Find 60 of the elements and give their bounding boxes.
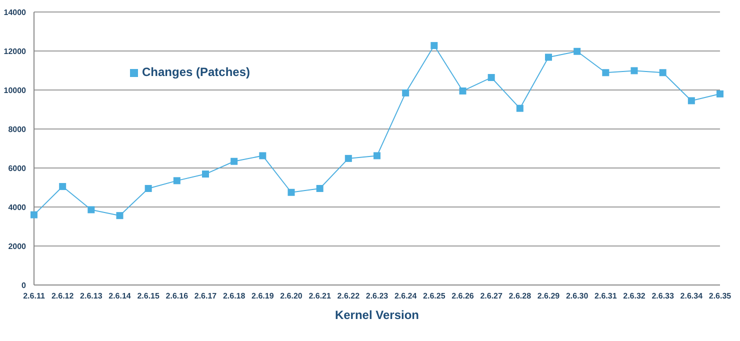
x-tick-label: 2.6.16 [166,292,189,301]
point [30,211,38,218]
x-tick-label: 2.6.32 [623,292,646,301]
x-axis-title: Kernel Version [334,308,420,322]
x-tick-label: 2.6.23 [366,292,389,301]
point [574,48,581,55]
point [59,183,66,190]
legend-label: Changes (Patches) [142,65,250,79]
x-tick-label: 2.6.11 [23,292,46,301]
point [202,170,209,178]
point [430,42,438,50]
point [630,67,638,74]
x-tick-label: 2.6.21 [308,292,332,301]
point [344,154,352,162]
point [173,177,180,184]
y-tick-label: 14000 [4,8,27,17]
x-tick-label: 2.6.24 [394,292,418,301]
y-tick-label: 0 [22,280,27,290]
point [316,184,324,192]
point [288,188,295,196]
x-tick-label: 2.6.20 [280,292,303,301]
point [488,74,495,82]
x-tick-label: 2.6.30 [566,292,589,301]
y-tick-label: 4000 [8,202,27,212]
point [374,152,380,160]
x-tick-label: 2.6.12 [51,292,74,301]
x-tick-label: 2.6.27 [480,292,503,301]
point [688,97,695,104]
x-tick-label: 2.6.28 [508,292,532,301]
point [230,158,238,165]
x-tick-label: 2.6.22 [337,292,360,301]
point [144,184,152,192]
point [716,90,724,98]
x-tick-label: 2.6.34 [680,292,704,301]
point [259,152,266,160]
x-tick-label: 2.6.35 [708,292,732,301]
point [459,87,466,94]
x-tick-label: 2.6.33 [652,292,674,301]
x-tick-label: 2.6.31 [594,292,618,301]
point [602,69,610,76]
x-tick-label: 2.6.18 [222,292,246,301]
x-tick-label: 2.6.19 [252,292,274,301]
point [545,54,552,61]
x-tick-label: 2.6.25 [423,292,446,301]
x-tick-label: 2.6.15 [137,292,160,301]
y-tick-label: 6000 [8,164,27,173]
x-tick-label: 2.6.14 [108,292,132,301]
x-tick-label: 2.6.17 [194,292,218,301]
point [659,69,666,76]
x-tick-label: 2.6.26 [452,292,474,301]
point [516,104,524,112]
y-tick-label: 10000 [4,86,27,95]
point [116,212,124,220]
y-tick-label: 2000 [8,242,27,251]
point [88,206,95,214]
x-tick-label: 2.6.13 [80,292,103,301]
x-tick-label: 2.6.29 [537,292,560,301]
y-tick-label: 8000 [8,124,27,134]
y-tick-label: 12000 [4,46,27,56]
point [402,89,410,96]
